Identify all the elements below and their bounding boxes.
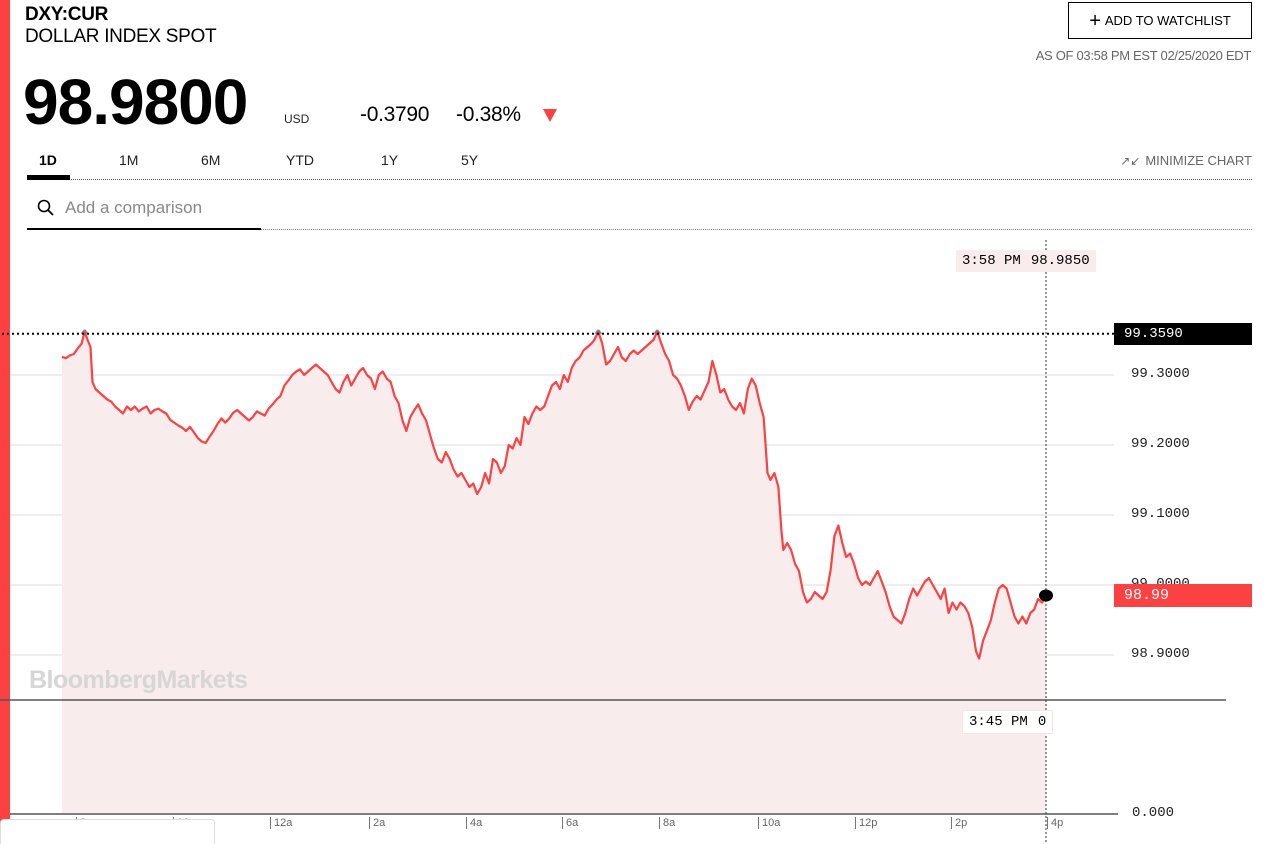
volume-crosshair-label: 3:45 PM 0 (962, 710, 1054, 734)
tab-6m[interactable]: 6M (201, 152, 221, 168)
watchlist-label: ADD TO WATCHLIST (1104, 13, 1231, 28)
price-chart[interactable] (0, 230, 1267, 844)
tab-1d[interactable]: 1D (39, 152, 57, 168)
currency-label: USD (284, 112, 310, 126)
x-tick-label: 6a (562, 817, 578, 829)
watermark: BloombergMarkets (29, 666, 248, 694)
accent-bar (0, 0, 10, 844)
y-tick-label: 99.1000 (1131, 506, 1190, 522)
hover-panel (0, 819, 215, 844)
x-tick-label: 2a (369, 817, 385, 829)
plus-icon: + (1089, 9, 1101, 32)
tab-ytd[interactable]: YTD (286, 152, 314, 168)
ticker-symbol: DXY:CUR (25, 4, 109, 25)
minimize-chart-button[interactable]: ↗↙ MINIMIZE CHART (1120, 153, 1252, 168)
comparison-input[interactable] (65, 198, 255, 218)
tab-5y[interactable]: 5Y (461, 152, 479, 168)
minimize-label: MINIMIZE CHART (1145, 153, 1252, 168)
price-change-percent: -0.38% (456, 103, 521, 126)
y-tick-label: 99.3000 (1131, 366, 1190, 382)
y-tick-label: 99.2000 (1131, 436, 1190, 452)
active-tab-indicator (27, 175, 70, 180)
tab-1m[interactable]: 1M (119, 152, 139, 168)
down-arrow-icon (543, 109, 557, 122)
tab-1y[interactable]: 1Y (381, 152, 399, 168)
last-price: 98.9800 (23, 66, 248, 138)
instrument-name: DOLLAR INDEX SPOT (25, 26, 217, 47)
price-change: -0.3790 (360, 103, 430, 126)
crosshair-value: 98.9850 (1030, 253, 1090, 269)
x-tick-label: 12p (855, 817, 877, 829)
x-tick-label: 2p (951, 817, 967, 829)
volume-crosshair-value: 0 (1037, 714, 1047, 730)
x-tick-label: 10a (758, 817, 780, 829)
comparison-bar (27, 188, 1252, 230)
crosshair-price-label: 3:58 PM 98.9850 (956, 250, 1096, 272)
minimize-icon: ↗↙ (1120, 153, 1141, 168)
volume-axis-label: 0.000 (1132, 805, 1175, 821)
volume-crosshair-time: 3:45 PM (969, 714, 1028, 730)
session-high-label: 99.3590 (1114, 323, 1252, 345)
y-tick-label: 98.9000 (1131, 646, 1190, 662)
as-of-timestamp: AS OF 03:58 PM EST 02/25/2020 EDT (1035, 48, 1252, 63)
crosshair-time: 3:58 PM (962, 253, 1021, 269)
search-icon (37, 199, 54, 216)
add-to-watchlist-button[interactable]: + ADD TO WATCHLIST (1068, 2, 1252, 39)
x-tick-label: 8a (659, 817, 675, 829)
current-price-label: 98.99 (1114, 584, 1252, 607)
comparison-field[interactable] (27, 188, 261, 230)
x-tick-label: 4a (466, 817, 482, 829)
timeframe-tabs: 1D 1M 6M YTD 1Y 5Y ↗↙ MINIMIZE CHART (27, 148, 1252, 180)
x-tick-label: 12a (270, 817, 292, 829)
x-tick-label: 4p (1047, 817, 1063, 829)
